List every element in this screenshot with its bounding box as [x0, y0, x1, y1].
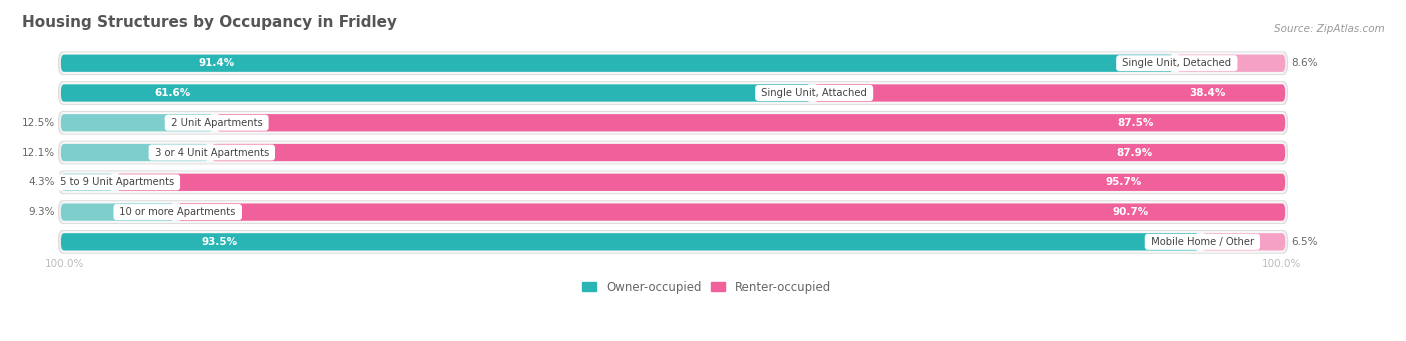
- FancyBboxPatch shape: [60, 142, 1285, 163]
- Text: Source: ZipAtlas.com: Source: ZipAtlas.com: [1274, 24, 1385, 34]
- Text: 91.4%: 91.4%: [198, 58, 235, 68]
- FancyBboxPatch shape: [59, 52, 1288, 75]
- Text: 100.0%: 100.0%: [1261, 258, 1301, 269]
- FancyBboxPatch shape: [59, 231, 1288, 253]
- Text: 2 Unit Apartments: 2 Unit Apartments: [167, 118, 266, 128]
- Text: 8.6%: 8.6%: [1291, 58, 1317, 68]
- Text: Single Unit, Attached: Single Unit, Attached: [758, 88, 870, 98]
- FancyBboxPatch shape: [60, 53, 1285, 74]
- FancyBboxPatch shape: [1177, 55, 1285, 72]
- Text: 4.3%: 4.3%: [28, 177, 55, 187]
- Text: 100.0%: 100.0%: [45, 258, 84, 269]
- Text: 61.6%: 61.6%: [155, 88, 191, 98]
- FancyBboxPatch shape: [60, 201, 1285, 223]
- FancyBboxPatch shape: [60, 204, 174, 221]
- Text: 5 to 9 Unit Apartments: 5 to 9 Unit Apartments: [56, 177, 177, 187]
- Text: 3 or 4 Unit Apartments: 3 or 4 Unit Apartments: [152, 148, 271, 158]
- FancyBboxPatch shape: [217, 114, 1285, 131]
- FancyBboxPatch shape: [60, 231, 1285, 253]
- FancyBboxPatch shape: [212, 144, 1285, 161]
- FancyBboxPatch shape: [60, 82, 1285, 104]
- FancyBboxPatch shape: [60, 172, 1285, 193]
- FancyBboxPatch shape: [117, 174, 1285, 191]
- Text: 12.1%: 12.1%: [21, 148, 55, 158]
- FancyBboxPatch shape: [59, 112, 1288, 134]
- FancyBboxPatch shape: [60, 174, 114, 191]
- Text: 90.7%: 90.7%: [1112, 207, 1149, 217]
- Text: 87.5%: 87.5%: [1118, 118, 1154, 128]
- FancyBboxPatch shape: [59, 171, 1288, 194]
- FancyBboxPatch shape: [60, 144, 208, 161]
- FancyBboxPatch shape: [177, 204, 1285, 221]
- Text: 38.4%: 38.4%: [1189, 88, 1226, 98]
- Text: Housing Structures by Occupancy in Fridley: Housing Structures by Occupancy in Fridl…: [22, 15, 396, 30]
- FancyBboxPatch shape: [1202, 233, 1285, 251]
- Text: Mobile Home / Other: Mobile Home / Other: [1147, 237, 1257, 247]
- FancyBboxPatch shape: [59, 82, 1288, 104]
- FancyBboxPatch shape: [60, 55, 1173, 72]
- Text: 87.9%: 87.9%: [1116, 148, 1153, 158]
- FancyBboxPatch shape: [59, 201, 1288, 223]
- Text: 9.3%: 9.3%: [28, 207, 55, 217]
- Text: 12.5%: 12.5%: [21, 118, 55, 128]
- FancyBboxPatch shape: [60, 114, 214, 131]
- Text: 95.7%: 95.7%: [1105, 177, 1142, 187]
- Text: 93.5%: 93.5%: [201, 237, 238, 247]
- FancyBboxPatch shape: [59, 141, 1288, 164]
- FancyBboxPatch shape: [60, 233, 1199, 251]
- FancyBboxPatch shape: [60, 112, 1285, 134]
- Legend: Owner-occupied, Renter-occupied: Owner-occupied, Renter-occupied: [578, 276, 835, 298]
- Text: 6.5%: 6.5%: [1291, 237, 1317, 247]
- Text: 10 or more Apartments: 10 or more Apartments: [117, 207, 239, 217]
- Text: Single Unit, Detached: Single Unit, Detached: [1119, 58, 1234, 68]
- FancyBboxPatch shape: [60, 84, 810, 102]
- FancyBboxPatch shape: [814, 84, 1285, 102]
